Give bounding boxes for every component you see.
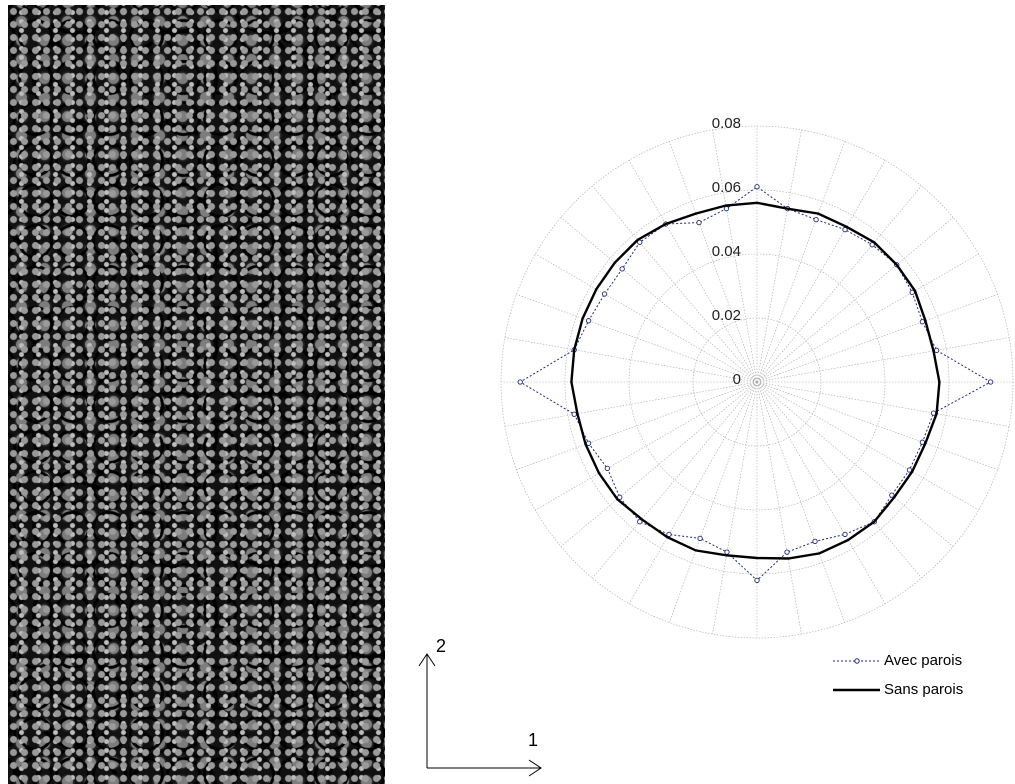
marker	[724, 549, 730, 555]
r-tick-label: 0.06	[712, 179, 741, 196]
marker	[754, 184, 760, 190]
marker	[812, 538, 818, 545]
spoke	[756, 185, 922, 383]
marker	[619, 266, 625, 272]
spoke	[628, 381, 758, 604]
spoke	[756, 381, 922, 579]
r-tick-label: 0.02	[712, 307, 741, 324]
arrow-head	[418, 653, 436, 667]
legend-label: Sans parois	[884, 681, 963, 698]
spoke	[756, 294, 998, 383]
marker	[666, 531, 672, 538]
spoke	[504, 337, 758, 383]
marker	[617, 494, 623, 500]
marker	[571, 411, 577, 417]
marker	[933, 347, 940, 353]
legend-marker	[854, 658, 860, 664]
grid-circle	[628, 253, 886, 511]
spoke	[516, 381, 758, 470]
spoke	[669, 141, 758, 383]
arrow-label: 2	[436, 636, 446, 656]
spoke	[712, 381, 758, 635]
marker	[889, 492, 895, 498]
arrow-label: 1	[528, 730, 538, 750]
marker	[637, 239, 643, 245]
series-line	[570, 201, 941, 560]
spoke	[756, 217, 954, 383]
marker	[842, 226, 848, 233]
marker	[906, 467, 913, 473]
legend-label: Avec parois	[884, 652, 962, 669]
spoke	[756, 141, 845, 383]
spoke	[756, 253, 979, 383]
spoke	[756, 160, 886, 383]
spoke	[669, 381, 758, 623]
marker	[813, 216, 819, 223]
spoke	[560, 381, 758, 547]
spoke	[756, 381, 998, 470]
grid-circle	[692, 317, 822, 447]
marker	[637, 519, 643, 525]
arrow-head	[528, 759, 542, 777]
spoke	[756, 381, 979, 511]
grid-circle	[500, 125, 1014, 639]
marker	[842, 531, 848, 538]
r-tick-label: 0.04	[712, 243, 741, 260]
marker	[604, 465, 611, 472]
marker	[784, 549, 790, 555]
spoke	[628, 160, 758, 383]
r-tick-label: 0.08	[712, 115, 741, 132]
spoke	[756, 337, 1010, 383]
spoke	[560, 217, 758, 383]
r-tick-label: 0	[733, 371, 741, 388]
marker	[696, 219, 702, 226]
spoke	[516, 294, 758, 383]
spoke	[756, 381, 954, 547]
marker	[697, 535, 703, 542]
spoke	[535, 381, 758, 511]
spoke	[756, 381, 886, 604]
force-network-image	[8, 5, 385, 784]
spoke	[712, 129, 758, 383]
spoke	[756, 129, 802, 383]
spoke	[535, 253, 758, 383]
marker	[919, 319, 926, 325]
marker	[601, 291, 608, 297]
spoke	[756, 381, 802, 635]
marker	[754, 577, 760, 584]
marker	[987, 379, 994, 385]
spoke	[756, 381, 845, 623]
marker	[585, 318, 592, 324]
spoke	[504, 381, 758, 427]
spoke	[756, 381, 1010, 427]
spoke	[592, 381, 758, 579]
spoke	[592, 185, 758, 383]
grid-circle	[564, 189, 950, 575]
marker	[723, 206, 730, 212]
marker	[517, 379, 523, 385]
